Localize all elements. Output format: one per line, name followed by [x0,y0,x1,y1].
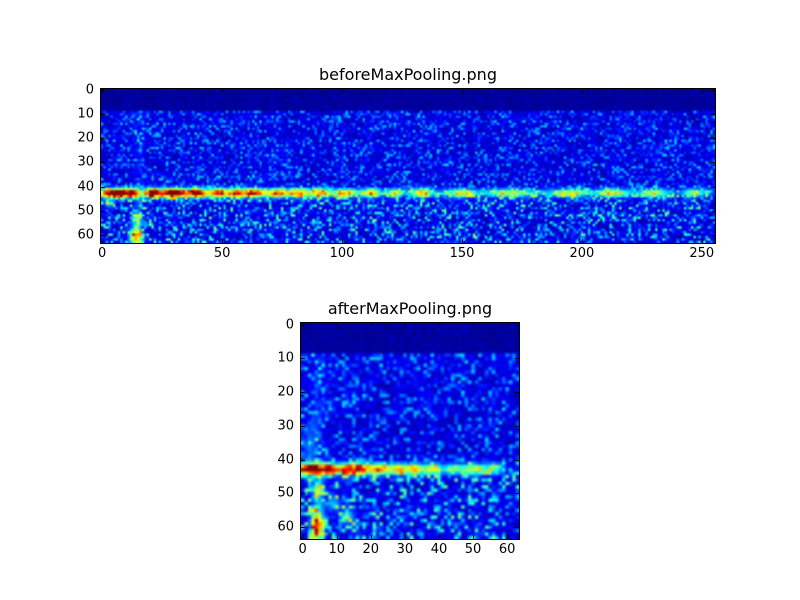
y-tick-mark-left [301,527,305,529]
x-tick-mark-top [222,89,224,93]
y-tick-label: 40 [77,179,94,194]
y-tick-mark-right [515,358,519,360]
y-tick-mark-right [515,392,519,394]
x-tick-mark-bottom [336,535,338,539]
y-tick-mark-left [301,425,305,427]
y-tick-mark-right [711,138,715,140]
x-tick-mark-top [473,323,474,327]
x-tick-label: 30 [396,542,414,557]
x-tick-mark-bottom [404,535,406,539]
x-tick-mark-top [462,89,463,93]
y-tick-label: 60 [77,227,94,243]
y-tick-label: 10 [77,106,94,122]
y-tick-label: 60 [277,519,294,535]
y-tick-mark-right [515,493,519,495]
x-tick-mark-top [336,323,338,327]
x-tick-label: 60 [498,542,516,557]
x-tick-mark-top [581,89,583,93]
x-tick-label: 200 [569,246,595,261]
x-tick-mark-bottom [302,535,304,539]
y-tick-mark-left [101,210,105,212]
y-tick-mark-left [101,162,105,164]
x-tick-mark-bottom [462,239,463,243]
x-tick-mark-bottom [370,535,372,539]
y-tick-label: 10 [277,350,294,366]
y-tick-mark-left [301,358,305,360]
x-tick-mark-top [342,89,343,93]
y-tick-mark-right [711,114,715,116]
x-tick-mark-top [370,323,372,327]
y-tick-label: 20 [277,384,294,400]
y-tick-mark-right [515,324,519,326]
subplot-before-maxpooling: beforeMaxPooling.png 0 50 100 150 200 250 0 10 2… [77,66,716,260]
x-tick-mark-bottom [102,239,104,243]
x-tick-label: 50 [213,246,231,261]
x-tick-mark-top [404,323,406,327]
y-tick-label: 50 [77,203,94,218]
x-tick-label: 100 [329,246,355,261]
x-tick-mark-bottom [342,239,343,243]
x-tick-mark-bottom [581,239,583,243]
x-tick-label: 10 [328,542,346,557]
x-tick-label: 40 [430,542,448,557]
y-tick-mark-right [515,425,519,427]
y-tick-mark-right [515,527,519,529]
y-tick-mark-left [101,186,105,188]
x-tick-label: 20 [362,542,380,557]
x-tick-mark-bottom [473,535,474,539]
x-tick-mark-top [439,323,440,327]
x-tick-mark-bottom [439,535,440,539]
heatmap-image-before [101,89,715,243]
y-tick-label: 30 [277,418,294,434]
x-tick-mark-top [507,323,509,327]
y-tick-mark-left [101,114,105,116]
y-tick-label: 0 [285,317,294,333]
y-tick-label: 40 [277,452,294,468]
y-tick-mark-right [711,186,715,188]
x-tick-label: 0 [298,542,307,557]
x-tick-label: 50 [464,542,482,557]
subplot-after-maxpooling: afterMaxPooling.png 0 10 20 30 40 50 60 0 10 20 30… [277,300,520,556]
y-tick-mark-left [101,234,105,236]
x-tick-mark-bottom [222,239,224,243]
x-tick-mark-bottom [507,535,509,539]
y-tick-mark-right [711,162,715,164]
y-tick-mark-left [301,392,305,394]
x-tick-label: 250 [689,246,715,261]
y-tick-mark-right [515,459,519,461]
y-tick-mark-left [301,324,305,326]
y-tick-label: 20 [77,130,94,146]
y-tick-mark-left [301,459,305,461]
x-tick-mark-bottom [701,239,703,243]
y-tick-label: 0 [85,82,94,98]
heatmap-image-after [301,323,519,539]
plot-title-after: afterMaxPooling.png [327,299,493,319]
x-tick-label: 0 [98,246,107,261]
x-tick-mark-top [701,89,703,93]
y-tick-mark-left [101,90,105,92]
y-tick-mark-left [101,138,105,140]
y-tick-mark-left [301,493,305,495]
y-tick-mark-right [711,90,715,92]
y-tick-label: 50 [277,485,294,501]
y-tick-mark-right [711,210,715,212]
plot-title-before: beforeMaxPooling.png [319,65,497,85]
y-tick-mark-right [711,234,715,236]
y-tick-label: 30 [77,154,94,170]
x-tick-label: 150 [449,246,475,261]
